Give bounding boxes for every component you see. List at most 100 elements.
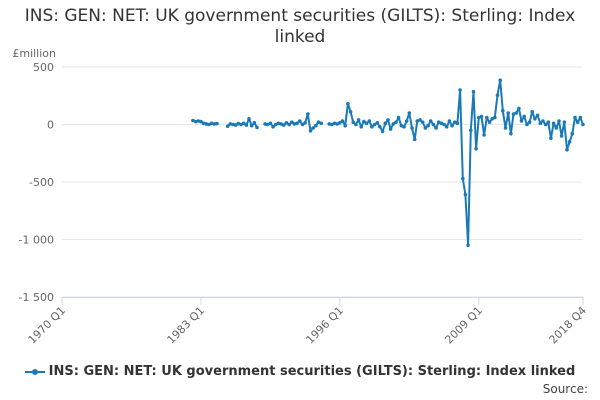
data-point[interactable] [450,123,454,128]
data-point[interactable] [514,111,518,115]
data-point[interactable] [431,122,436,127]
data-point[interactable] [346,102,350,106]
data-point[interactable] [199,119,203,124]
data-point[interactable] [364,121,369,126]
data-point[interactable] [509,131,513,136]
data-point[interactable] [402,125,406,129]
data-point[interactable] [367,119,372,123]
data-point[interactable] [567,140,572,144]
data-point[interactable] [463,192,468,197]
data-point[interactable] [372,122,377,127]
data-point[interactable] [503,126,508,130]
data-point[interactable] [306,112,310,116]
data-point[interactable] [314,123,318,128]
data-point[interactable] [410,126,414,130]
data-point[interactable] [581,122,585,127]
data-point[interactable] [501,108,505,113]
data-point[interactable] [471,89,476,94]
data-point[interactable] [399,123,404,128]
data-point[interactable] [362,119,366,124]
data-point[interactable] [249,123,254,128]
data-point[interactable] [225,124,230,128]
data-point[interactable] [191,118,195,123]
data-point[interactable] [519,119,524,123]
data-point[interactable] [527,120,532,124]
data-point[interactable] [332,121,337,126]
data-point[interactable] [477,115,481,120]
data-point[interactable] [565,148,569,152]
data-point[interactable] [557,119,561,123]
data-point[interactable] [479,114,484,119]
data-point[interactable] [522,114,526,119]
data-point[interactable] [404,119,409,123]
data-point[interactable] [525,122,529,127]
data-point[interactable] [340,119,345,123]
data-point[interactable] [268,121,273,126]
data-point[interactable] [327,122,332,126]
data-point[interactable] [495,93,500,97]
data-point[interactable] [407,111,412,115]
data-point[interactable] [265,122,270,127]
data-point[interactable] [469,128,473,133]
data-point[interactable] [442,122,446,127]
data-point[interactable] [394,120,398,124]
data-point[interactable] [573,115,577,120]
data-point[interactable] [447,119,452,123]
data-point[interactable] [412,137,417,142]
data-point[interactable] [209,121,214,126]
data-point[interactable] [386,118,390,122]
data-point[interactable] [247,117,251,121]
data-point[interactable] [549,136,553,141]
data-point[interactable] [356,118,361,122]
data-point[interactable] [562,120,567,124]
data-point[interactable] [212,122,217,126]
data-point[interactable] [436,120,441,124]
data-point[interactable] [231,122,235,127]
data-point[interactable] [458,88,462,92]
data-point[interactable] [485,115,489,120]
data-point[interactable] [428,119,433,123]
data-point[interactable] [300,122,305,127]
data-point[interactable] [551,121,556,126]
data-point[interactable] [255,125,259,130]
data-point[interactable] [434,126,438,130]
data-point[interactable] [308,129,313,133]
data-point[interactable] [271,125,275,129]
data-point[interactable] [541,119,545,123]
data-point[interactable] [273,122,278,127]
series-segment[interactable] [328,79,584,247]
data-point[interactable] [482,133,486,137]
data-point[interactable] [466,243,470,248]
data-point[interactable] [498,78,503,82]
data-point[interactable] [578,115,583,120]
data-point[interactable] [279,122,283,126]
data-point[interactable] [426,123,430,128]
data-point[interactable] [439,121,444,126]
data-point[interactable] [391,122,396,126]
data-point[interactable] [378,125,382,129]
data-point[interactable] [570,131,575,136]
data-point[interactable] [343,123,348,128]
data-point[interactable] [543,122,548,127]
data-point[interactable] [396,115,401,120]
legend[interactable]: INS: GEN: NET: UK government securities … [0,364,600,379]
data-point[interactable] [303,121,307,125]
data-point[interactable] [511,112,516,116]
data-point[interactable] [338,121,342,125]
data-point[interactable] [538,121,543,126]
data-point[interactable] [228,122,233,126]
data-point[interactable] [287,122,291,127]
data-point[interactable] [375,121,380,125]
data-point[interactable] [233,123,238,127]
data-point[interactable] [348,110,353,114]
data-point[interactable] [461,176,465,181]
data-point[interactable] [380,129,385,134]
data-point[interactable] [506,111,511,115]
data-point[interactable] [517,106,521,111]
data-point[interactable] [418,118,422,122]
data-point[interactable] [530,110,534,114]
data-point[interactable] [241,121,246,126]
data-point[interactable] [351,120,356,124]
data-point[interactable] [559,134,564,138]
data-point[interactable] [201,121,206,126]
